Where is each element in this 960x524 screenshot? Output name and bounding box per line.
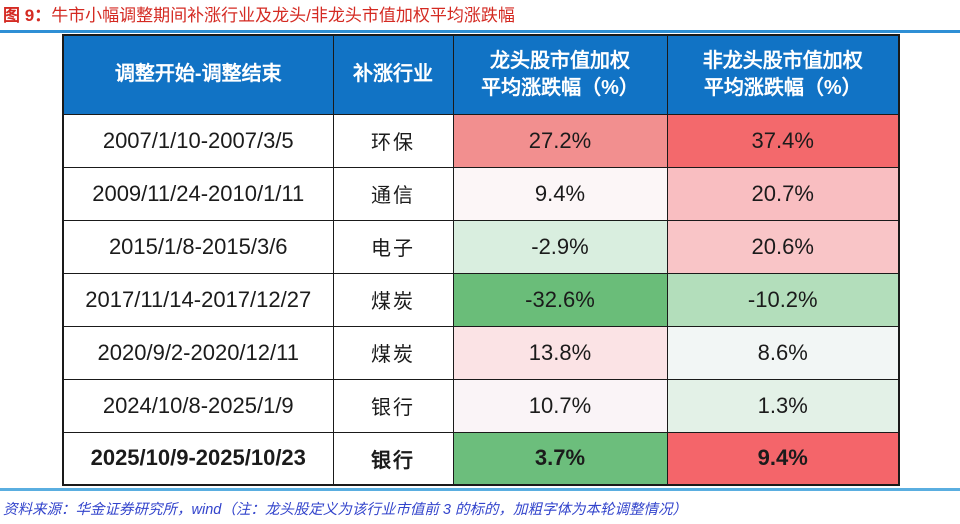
industry-cell: 环保 <box>332 113 454 168</box>
source-note: 资料来源：华金证券研究所，wind（注：龙头股定义为该行业市值前 3 的标的，加… <box>3 502 687 518</box>
table-row: 2017/11/14-2017/12/27 煤炭 -32.6% -10.2% <box>62 272 900 327</box>
leader-value-cell: 9.4% <box>452 166 668 221</box>
period-cell: 2025/10/9-2025/10/23 <box>62 431 334 486</box>
table-row: 2024/10/8-2025/1/9 银行 10.7% 1.3% <box>62 378 900 433</box>
nonleader-value-cell: 9.4% <box>666 431 900 486</box>
leader-value-cell: -2.9% <box>452 219 668 274</box>
table-header-row: 调整开始-调整结束 补涨行业 龙头股市值加权 平均涨跌幅（%） 非龙头股市值加权… <box>62 34 900 115</box>
period-cell: 2007/1/10-2007/3/5 <box>62 113 334 168</box>
nonleader-value-cell: 1.3% <box>666 378 900 433</box>
title-divider-rule <box>0 30 960 33</box>
period-cell: 2020/9/2-2020/12/11 <box>62 325 334 380</box>
period-cell: 2015/1/8-2015/3/6 <box>62 219 334 274</box>
table-bottom-rule <box>0 488 960 491</box>
figure-title-text: 牛市小幅调整期间补涨行业及龙头/非龙头市值加权平均涨跌幅 <box>51 6 515 25</box>
col-header-nonleader-line2: 平均涨跌幅（%） <box>703 76 862 99</box>
col-header-leader-line1: 龙头股市值加权 <box>490 49 630 72</box>
period-cell: 2024/10/8-2025/1/9 <box>62 378 334 433</box>
industry-cell: 电子 <box>332 219 454 274</box>
leader-value-cell: 10.7% <box>452 378 668 433</box>
industry-cell: 通信 <box>332 166 454 221</box>
leader-value-cell: 13.8% <box>452 325 668 380</box>
figure-title: 图 9：牛市小幅调整期间补涨行业及龙头/非龙头市值加权平均涨跌幅 <box>0 0 960 27</box>
figure-number: 图 9： <box>3 6 52 25</box>
table-row: 2015/1/8-2015/3/6 电子 -2.9% 20.6% <box>62 219 900 274</box>
table-row: 2007/1/10-2007/3/5 环保 27.2% 37.4% <box>62 113 900 168</box>
nonleader-value-cell: -10.2% <box>666 272 900 327</box>
leader-value-cell: 3.7% <box>452 431 668 486</box>
col-header-period: 调整开始-调整结束 <box>62 34 334 115</box>
col-header-industry: 补涨行业 <box>332 34 454 115</box>
leader-value-cell: -32.6% <box>452 272 668 327</box>
col-header-nonleader-line1: 非龙头股市值加权 <box>702 49 863 72</box>
table-row: 2009/11/24-2010/1/11 通信 9.4% 20.7% <box>62 166 900 221</box>
col-header-leader-line2: 平均涨跌幅（%） <box>481 76 639 99</box>
col-header-leader: 龙头股市值加权 平均涨跌幅（%） <box>452 34 668 115</box>
col-header-nonleader: 非龙头股市值加权 平均涨跌幅（%） <box>666 34 900 115</box>
industry-cell: 煤炭 <box>332 325 454 380</box>
table-row: 2025/10/9-2025/10/23 银行 3.7% 9.4% <box>62 431 900 486</box>
period-cell: 2017/11/14-2017/12/27 <box>62 272 334 327</box>
leader-value-cell: 27.2% <box>452 113 668 168</box>
industry-cell: 煤炭 <box>332 272 454 327</box>
nonleader-value-cell: 20.6% <box>666 219 900 274</box>
table-row: 2020/9/2-2020/12/11 煤炭 13.8% 8.6% <box>62 325 900 380</box>
industry-cell: 银行 <box>332 378 454 433</box>
nonleader-value-cell: 20.7% <box>666 166 900 221</box>
rebound-industry-table: 调整开始-调整结束 补涨行业 龙头股市值加权 平均涨跌幅（%） 非龙头股市值加权… <box>62 34 900 486</box>
nonleader-value-cell: 37.4% <box>666 113 900 168</box>
industry-cell: 银行 <box>332 431 454 486</box>
nonleader-value-cell: 8.6% <box>666 325 900 380</box>
period-cell: 2009/11/24-2010/1/11 <box>62 166 334 221</box>
